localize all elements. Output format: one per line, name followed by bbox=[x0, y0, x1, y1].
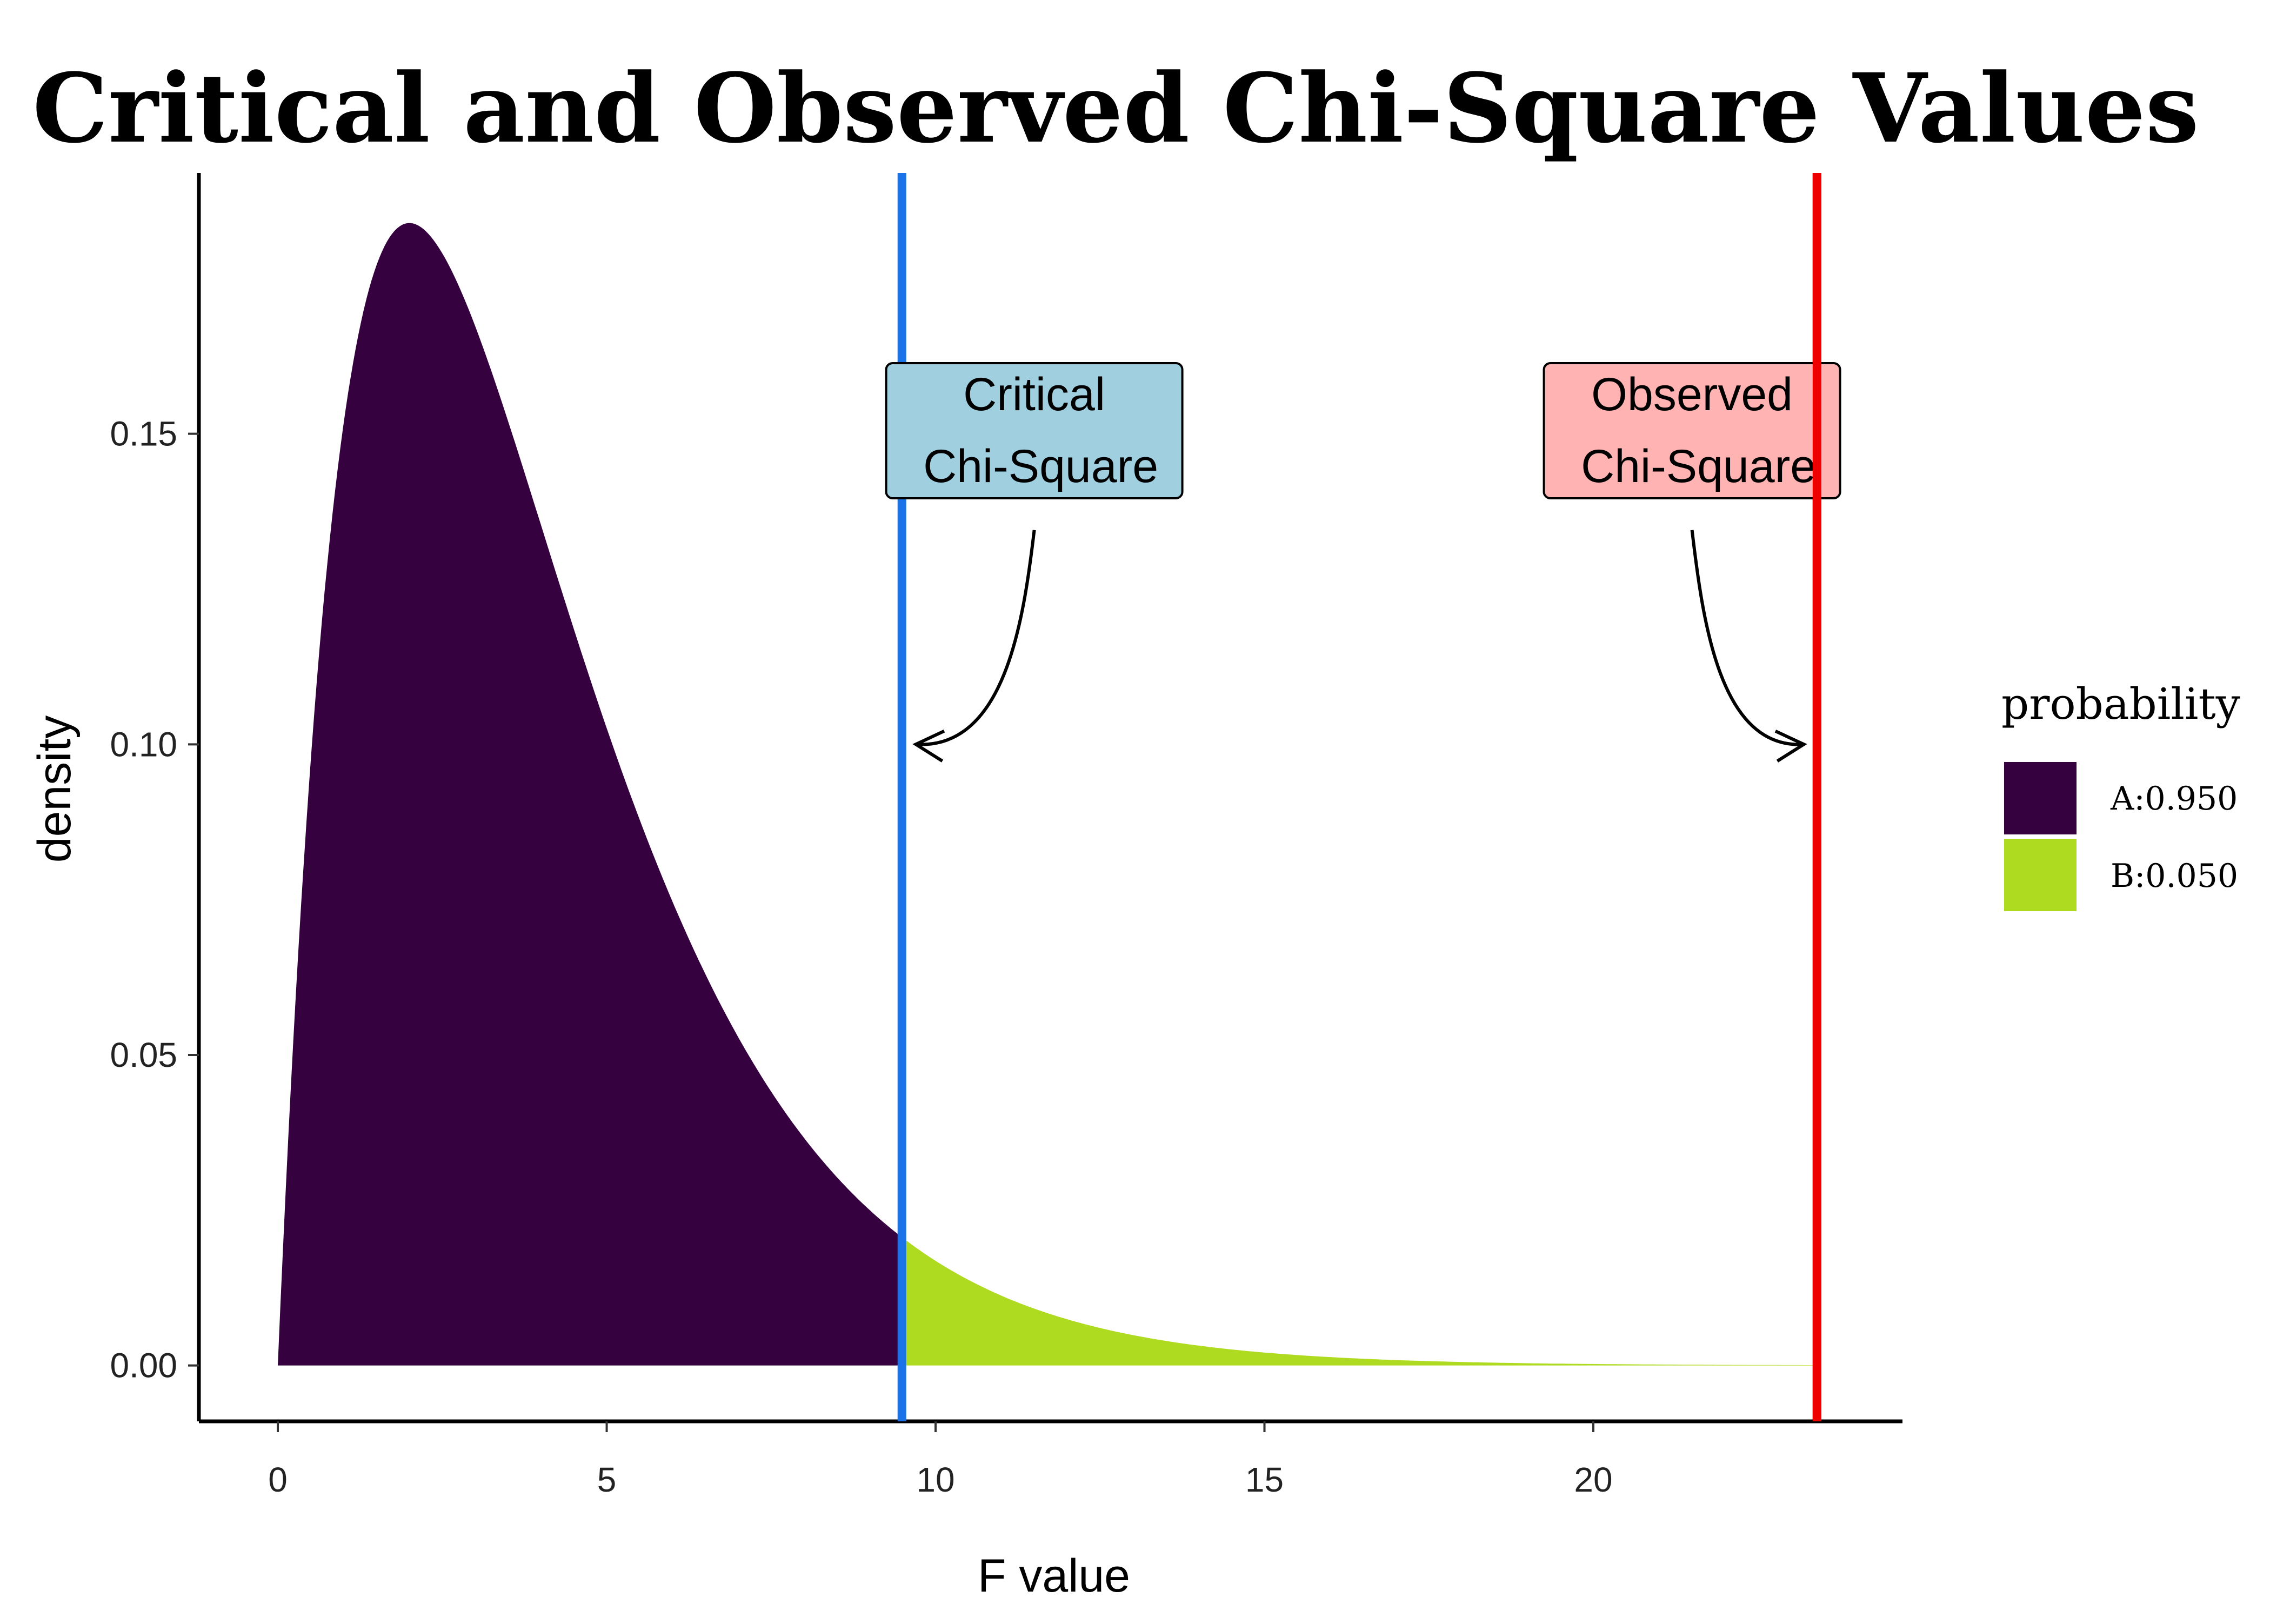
critical-arrow bbox=[916, 530, 1036, 746]
legend-label-b: B:0.050 bbox=[2111, 857, 2238, 895]
critical-arrowhead bbox=[912, 729, 945, 763]
legend-swatch-a bbox=[2004, 762, 2077, 834]
y-tick-label: 0.10 bbox=[110, 725, 177, 764]
critical-label-line1: Critical bbox=[963, 369, 1105, 420]
critical-label-box bbox=[885, 362, 1184, 499]
observed-arrow bbox=[1690, 530, 1804, 746]
area-a bbox=[278, 223, 902, 1366]
legend-title: probability bbox=[2001, 679, 2240, 729]
observed-label-box bbox=[1543, 362, 1841, 499]
x-tick-label: 20 bbox=[1574, 1460, 1612, 1499]
area-b bbox=[902, 1237, 1817, 1366]
legend-swatch-b bbox=[2004, 839, 2077, 911]
legend: probability A:0.950 B:0.050 bbox=[2001, 679, 2240, 911]
x-axis-title: F value bbox=[978, 1550, 1130, 1602]
x-tick-label: 5 bbox=[597, 1460, 617, 1499]
observed-label-line1: Observed bbox=[1591, 369, 1793, 420]
x-tick-label: 10 bbox=[916, 1460, 954, 1499]
y-tick-label: 0.15 bbox=[110, 415, 177, 453]
x-tick-label: 15 bbox=[1245, 1460, 1284, 1499]
y-axis-title: density bbox=[29, 716, 81, 863]
y-tick-label: 0.00 bbox=[110, 1346, 177, 1385]
legend-label-a: A:0.950 bbox=[2110, 780, 2238, 818]
plot-area: 0 5 10 15 20 0.00 0.05 0.10 0.15 Critical Chi-Squa… bbox=[110, 173, 1902, 1499]
x-tick-label: 0 bbox=[268, 1460, 288, 1499]
observed-arrowhead bbox=[1774, 730, 1807, 763]
y-tick-label: 0.05 bbox=[110, 1035, 177, 1074]
critical-label-line2: Chi-Square bbox=[923, 440, 1158, 492]
chart-title: Critical and Observed Chi-Square Values bbox=[32, 52, 2199, 164]
observed-label-line2: Chi-Square bbox=[1581, 440, 1816, 492]
